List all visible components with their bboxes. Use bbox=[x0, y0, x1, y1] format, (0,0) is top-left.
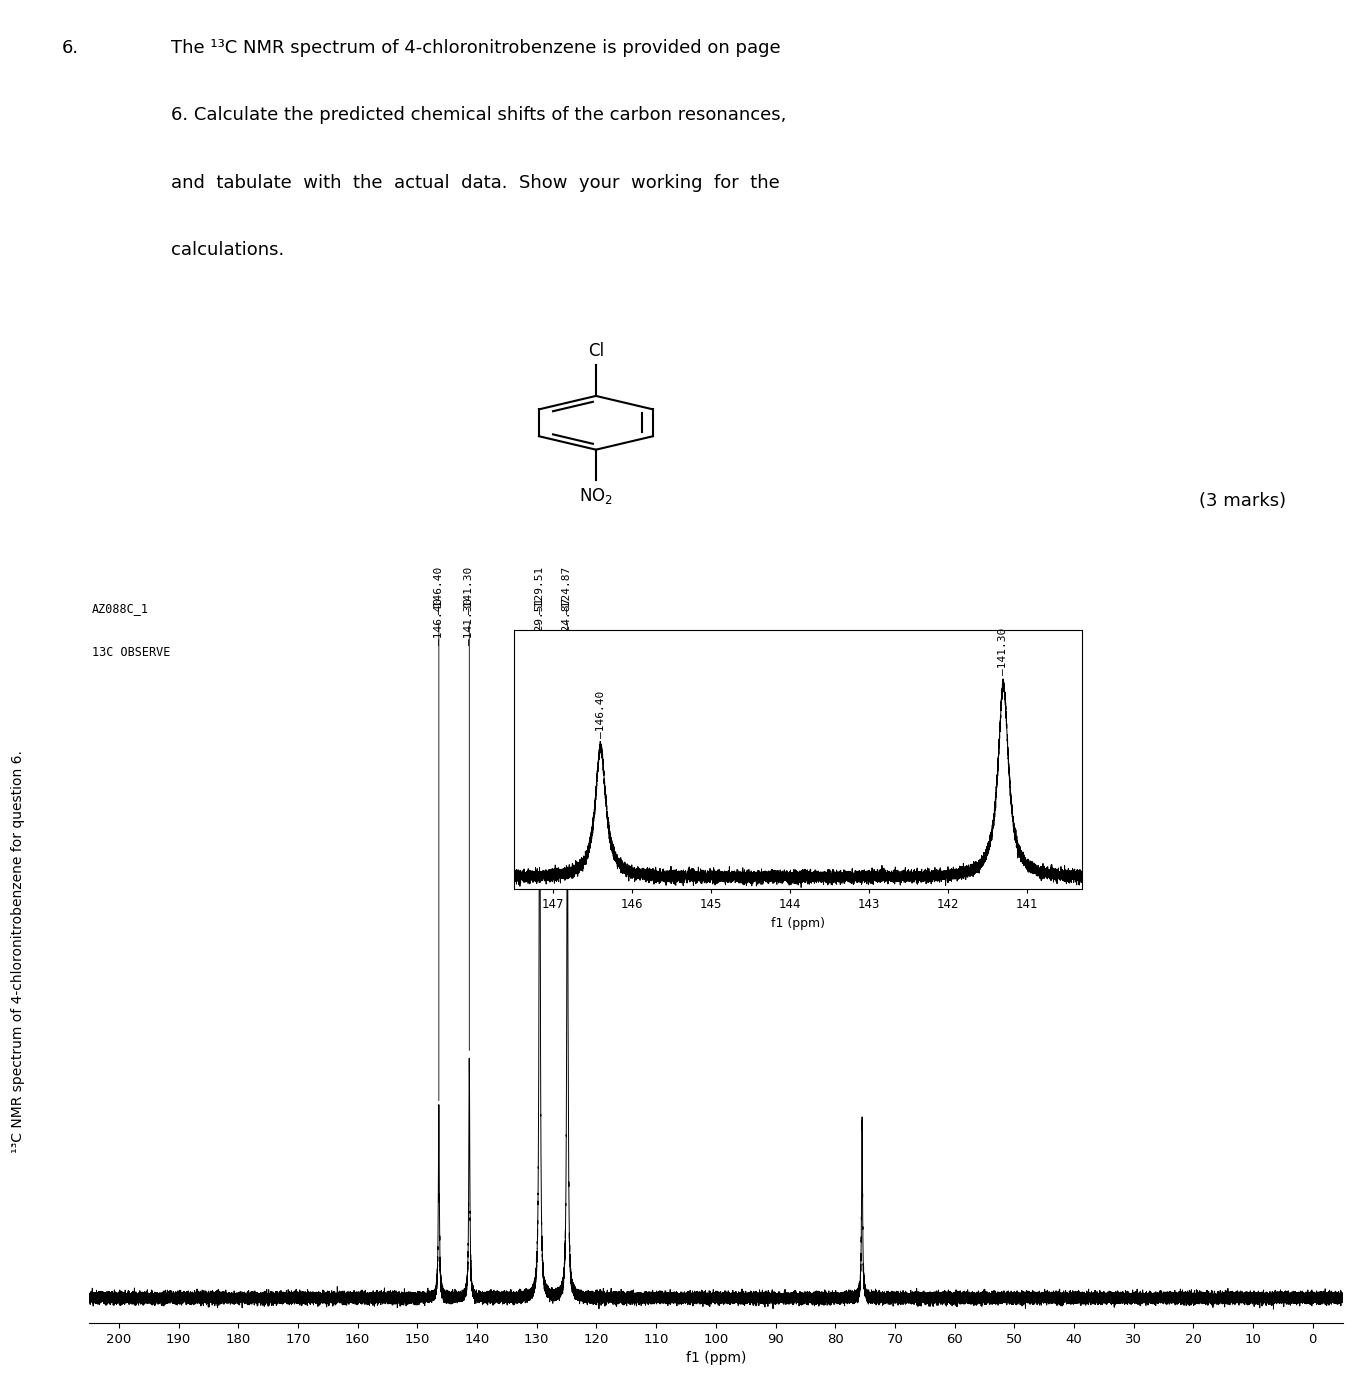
Text: 6.: 6. bbox=[62, 39, 79, 57]
Text: —146.40: —146.40 bbox=[596, 692, 606, 738]
Text: NO$_2$: NO$_2$ bbox=[580, 486, 612, 505]
Text: Cl: Cl bbox=[588, 342, 604, 360]
Text: —141.30: —141.30 bbox=[464, 598, 474, 645]
Text: —146.40: —146.40 bbox=[434, 567, 444, 613]
X-axis label: f1 (ppm): f1 (ppm) bbox=[685, 1351, 747, 1365]
Text: (3 marks): (3 marks) bbox=[1199, 491, 1286, 510]
Text: and  tabulate  with  the  actual  data.  Show  your  working  for  the: and tabulate with the actual data. Show … bbox=[171, 174, 780, 192]
Text: —129.51: —129.51 bbox=[534, 598, 545, 645]
Text: —141.30: —141.30 bbox=[464, 567, 474, 613]
Text: 6. Calculate the predicted chemical shifts of the carbon resonances,: 6. Calculate the predicted chemical shif… bbox=[171, 106, 786, 125]
Text: —129.51: —129.51 bbox=[534, 567, 545, 613]
Text: —124.87: —124.87 bbox=[562, 598, 573, 645]
Text: —141.30: —141.30 bbox=[999, 627, 1008, 675]
Text: 13C OBSERVE: 13C OBSERVE bbox=[92, 645, 170, 659]
Text: The ¹³C NMR spectrum of 4-chloronitrobenzene is provided on page: The ¹³C NMR spectrum of 4-chloronitroben… bbox=[171, 39, 781, 57]
X-axis label: f1 (ppm): f1 (ppm) bbox=[771, 917, 825, 930]
Text: —146.40: —146.40 bbox=[434, 598, 444, 645]
Text: AZ088C_1: AZ088C_1 bbox=[92, 602, 148, 615]
Text: —124.87: —124.87 bbox=[562, 567, 573, 613]
Text: calculations.: calculations. bbox=[171, 241, 285, 259]
Text: ¹³C NMR spectrum of 4-chloronitrobenzene for question 6.: ¹³C NMR spectrum of 4-chloronitrobenzene… bbox=[11, 750, 25, 1154]
